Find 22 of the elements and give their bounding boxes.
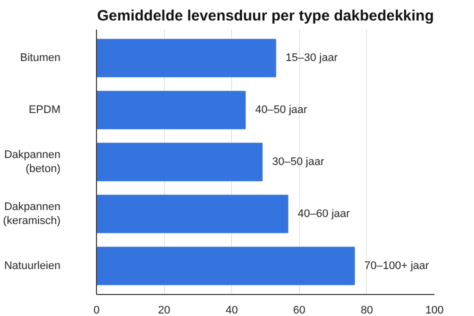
data-label: 40–60 jaar <box>298 208 350 220</box>
x-tick-label: 60 <box>293 304 306 316</box>
bar <box>96 38 276 78</box>
y-tick-label: Bitumen <box>20 52 61 64</box>
bar <box>96 246 355 286</box>
y-tick-label: Natuurleien <box>4 260 61 272</box>
bar <box>96 142 263 182</box>
y-tick-label: Dakpannen (beton) <box>4 148 61 176</box>
bar <box>96 90 246 130</box>
x-tick-label: 20 <box>158 304 170 316</box>
x-tick-label: 80 <box>360 304 374 316</box>
bar <box>96 194 288 234</box>
data-label: 15–30 jaar <box>286 52 338 64</box>
data-label: 70–100+ jaar <box>364 260 430 272</box>
data-label: 30–50 jaar <box>272 156 324 168</box>
x-tick-label: 100 <box>425 304 444 316</box>
data-label: 40–50 jaar <box>255 104 308 116</box>
chart-title: Gemiddelde levensduur per type dakbedekking <box>97 8 434 24</box>
y-tick-label: EPDM <box>28 104 60 116</box>
x-tick-label: 0 <box>93 304 100 316</box>
x-tick-label: 40 <box>226 304 238 316</box>
y-tick-label: Dakpannen (keramisch) <box>3 200 61 228</box>
